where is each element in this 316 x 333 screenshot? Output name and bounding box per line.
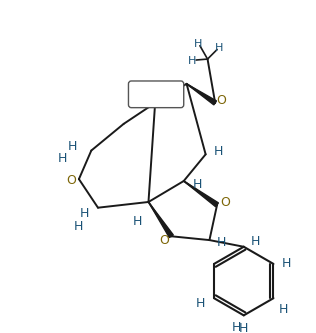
Polygon shape [149, 202, 173, 238]
Text: O: O [220, 196, 230, 209]
Text: H: H [80, 207, 89, 220]
Text: H: H [68, 140, 77, 153]
Text: H: H [74, 220, 84, 233]
Text: H: H [251, 235, 260, 248]
Text: H: H [215, 43, 223, 53]
Text: H: H [278, 303, 288, 316]
Polygon shape [184, 181, 218, 207]
FancyBboxPatch shape [129, 81, 184, 108]
Text: O: O [66, 173, 76, 186]
Polygon shape [186, 84, 216, 105]
Text: O: O [159, 233, 169, 247]
Text: H: H [132, 214, 142, 227]
Text: H: H [194, 39, 202, 49]
Text: H: H [231, 321, 241, 333]
Text: O: O [216, 95, 226, 108]
Text: H: H [213, 145, 223, 158]
Text: H: H [196, 297, 205, 310]
Text: Abs: Abs [146, 89, 168, 102]
Text: H: H [58, 152, 67, 165]
Text: H: H [168, 80, 178, 93]
Text: H: H [192, 178, 202, 191]
Text: H: H [282, 257, 291, 270]
Text: H: H [217, 236, 227, 249]
Text: H: H [188, 56, 197, 66]
Text: H: H [239, 322, 248, 333]
